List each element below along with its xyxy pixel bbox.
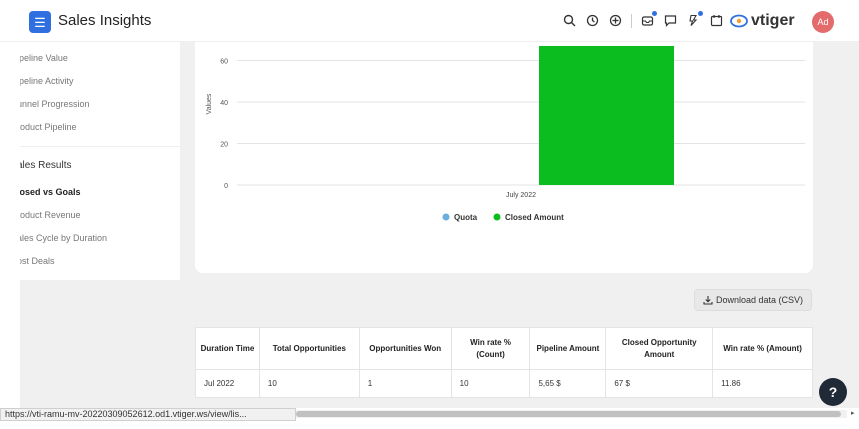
header-icons bbox=[562, 11, 724, 28]
brand-name: vtiger bbox=[751, 12, 795, 29]
download-icon bbox=[703, 296, 713, 305]
notification-dot bbox=[698, 11, 703, 16]
content-area: ipeline Value ipeline Activity unnel Pro… bbox=[20, 42, 859, 408]
col-header-closed-opportunity-amount[interactable]: Closed Opportunity Amount bbox=[605, 327, 714, 370]
col-header-win-rate-count[interactable]: Win rate % (Count) bbox=[450, 327, 531, 370]
sidebar-item-pipeline-value[interactable]: ipeline Value bbox=[20, 53, 68, 63]
table-cell: Jul 2022 bbox=[195, 369, 260, 398]
col-header-opportunities-won[interactable]: Opportunities Won bbox=[358, 327, 452, 370]
avatar[interactable]: Ad bbox=[812, 11, 834, 33]
table-cell: 11.86 bbox=[712, 369, 813, 398]
vtiger-logo-icon bbox=[730, 14, 748, 28]
y-tick-label: 40 bbox=[220, 100, 228, 107]
horizontal-scrollbar[interactable] bbox=[296, 410, 847, 418]
hamburger-icon: ☰ bbox=[34, 14, 46, 30]
table-row: Jul 2022 10 1 10 5,65 $ 67 $ 11.86 bbox=[195, 369, 813, 398]
sidebar-item-sales-cycle-by-duration[interactable]: ales Cycle by Duration bbox=[20, 233, 108, 243]
table-cell: 10 bbox=[450, 369, 531, 398]
table-cell: 1 bbox=[358, 369, 452, 398]
table-cell: 10 bbox=[258, 369, 360, 398]
chat-icon[interactable] bbox=[663, 13, 678, 28]
sidebar-item-product-revenue[interactable]: roduct Revenue bbox=[20, 210, 81, 220]
sidebar-divider bbox=[20, 146, 180, 147]
top-bar: ☰ Sales Insights vtiger Ad bbox=[0, 0, 859, 42]
legend-label-closed-amount: Closed Amount bbox=[505, 213, 564, 222]
inbox-icon[interactable] bbox=[640, 11, 657, 28]
vtiger-logo[interactable]: vtiger bbox=[730, 12, 795, 30]
scrollbar-thumb[interactable] bbox=[296, 411, 841, 417]
bar-closed-amount bbox=[539, 45, 674, 185]
results-table: Duration Time Total Opportunities Opport… bbox=[195, 327, 813, 398]
y-axis-label: Values bbox=[206, 93, 213, 114]
sidebar-item-closed-vs-goals[interactable]: losed vs Goals bbox=[20, 187, 81, 197]
app-title: Sales Insights bbox=[58, 12, 152, 29]
col-header-duration-time[interactable]: Duration Time bbox=[195, 327, 260, 370]
scroll-right-arrow-icon[interactable]: ▸ bbox=[851, 410, 855, 417]
sidebar-item-lost-deals[interactable]: ost Deals bbox=[20, 256, 55, 266]
notification-dot bbox=[652, 11, 657, 16]
sidebar: ipeline Value ipeline Activity unnel Pro… bbox=[20, 42, 180, 280]
download-csv-button[interactable]: Download data (CSV) bbox=[694, 289, 812, 311]
announcement-icon[interactable] bbox=[686, 11, 703, 28]
closed-vs-goals-chart: 0 20 40 60 Values July 2022 Quota Closed Amount bbox=[206, 45, 805, 222]
col-header-total-opportunities[interactable]: Total Opportunities bbox=[258, 327, 360, 370]
help-button[interactable]: ? bbox=[819, 378, 847, 406]
legend-marker-closed-amount bbox=[493, 213, 501, 221]
history-icon[interactable] bbox=[585, 13, 600, 28]
chart-card: 0 20 40 60 Values July 2022 Quota Closed Amount bbox=[195, 42, 813, 273]
sidebar-item-funnel-progression[interactable]: unnel Progression bbox=[20, 99, 90, 109]
search-icon[interactable] bbox=[562, 13, 577, 28]
y-tick-label: 60 bbox=[220, 59, 228, 66]
col-header-win-rate-amount[interactable]: Win rate % (Amount) bbox=[712, 327, 813, 370]
calendar-icon[interactable] bbox=[709, 13, 724, 28]
sidebar-section-sales-results[interactable]: ales Results bbox=[20, 160, 72, 171]
menu-button[interactable]: ☰ bbox=[29, 11, 51, 33]
status-bar-url: https://vti-ramu-mv-20220309052612.od1.v… bbox=[0, 408, 296, 421]
sidebar-item-pipeline-activity[interactable]: ipeline Activity bbox=[20, 76, 74, 86]
download-label: Download data (CSV) bbox=[715, 295, 804, 305]
x-tick-label: July 2022 bbox=[506, 192, 536, 199]
add-icon[interactable] bbox=[608, 13, 623, 28]
sidebar-item-product-pipeline[interactable]: roduct Pipeline bbox=[20, 122, 77, 132]
col-header-pipeline-amount[interactable]: Pipeline Amount bbox=[529, 327, 607, 370]
y-tick-label: 0 bbox=[224, 183, 228, 190]
header-separator bbox=[631, 13, 632, 28]
table-cell: 5,65 $ bbox=[529, 369, 607, 398]
legend-marker-quota bbox=[442, 213, 450, 221]
table-header-row: Duration Time Total Opportunities Opport… bbox=[195, 327, 813, 370]
y-tick-label: 20 bbox=[220, 142, 228, 149]
table-cell: 67 $ bbox=[605, 369, 714, 398]
legend-label-quota: Quota bbox=[454, 213, 478, 222]
